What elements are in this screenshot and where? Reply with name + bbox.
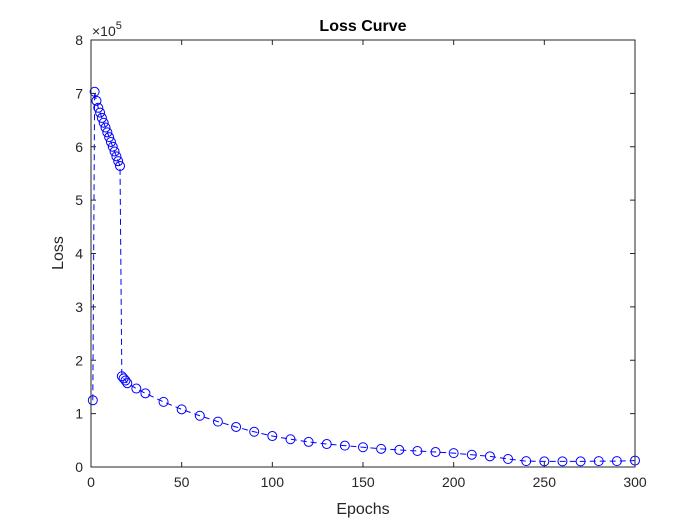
y-axis-label: Loss [50,236,67,270]
data-point [339,440,350,451]
x-tick-label: 200 [442,474,466,490]
data-point [122,378,133,389]
data-point [231,421,242,432]
data-point [448,448,459,459]
data-point [131,383,142,394]
data-point [376,443,387,454]
data-point [484,451,495,462]
data-point [176,404,187,415]
data-point [303,436,314,447]
y-multiplier-exponent: 5 [116,20,122,32]
y-tick-label: 2 [75,352,83,368]
data-point [105,136,116,147]
y-tick-label: 1 [75,406,83,422]
data-point [104,132,115,143]
series-line [92,91,636,462]
y-tick-label: 7 [75,85,83,101]
chart-title: Loss Curve [319,18,406,35]
data-point [593,456,604,467]
data-point [358,442,368,453]
data-point [521,456,532,467]
x-tick-label: 300 [623,474,647,490]
x-tick-label: 0 [87,474,95,490]
y-tick-label: 8 [75,32,83,48]
data-point [249,426,260,437]
data-point [109,146,120,157]
y-tick-label: 6 [75,139,83,155]
data-point [611,456,622,467]
data-point [557,456,568,467]
data-point [212,416,223,427]
data-point [102,127,113,138]
y-multiplier: ×105 [92,20,122,39]
data-point [394,444,405,455]
data-point [120,375,131,386]
data-point [87,395,98,406]
x-tick-label: 100 [261,474,285,490]
data-point [100,122,111,133]
data-point [194,410,205,421]
data-point [95,107,106,118]
x-tick-label: 50 [174,474,190,490]
data-point [98,117,109,128]
data-point [412,445,423,456]
data-point [503,453,514,464]
data-point [96,112,107,123]
data-point [321,439,332,450]
y-tick-label: 5 [75,192,83,208]
data-point [140,388,151,399]
x-axis-label: Epochs [336,501,389,518]
x-tick-label: 250 [533,474,557,490]
data-point [430,447,441,458]
data-point [158,396,169,407]
y-tick-label: 4 [75,246,83,262]
data-point [113,156,124,167]
data-point [111,151,122,162]
data-point [107,141,118,152]
data-point [93,102,104,113]
data-point [285,434,296,445]
data-point [115,160,126,171]
data-point [575,456,586,467]
y-tick-label: 3 [75,299,83,315]
y-multiplier-base: ×10 [92,23,116,39]
data-point [267,431,278,442]
data-point [466,449,477,460]
y-tick-label: 0 [75,459,83,475]
x-tick-label: 150 [351,474,375,490]
data-point [91,95,102,106]
plot-area [91,40,635,467]
